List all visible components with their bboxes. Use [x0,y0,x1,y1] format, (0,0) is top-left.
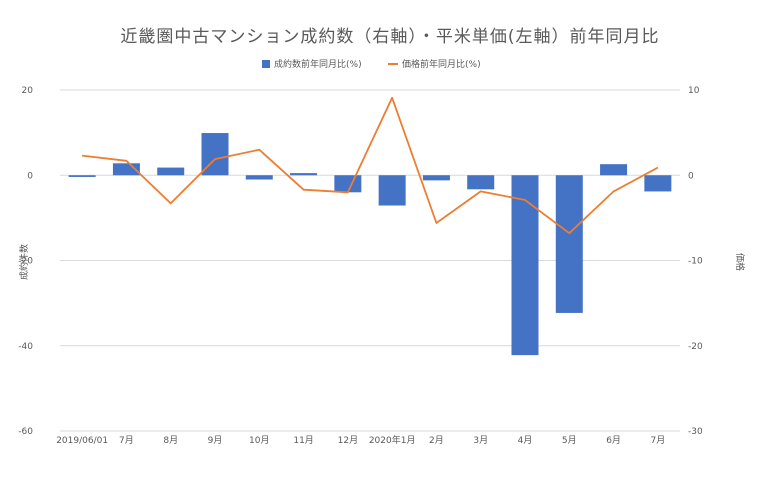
right-axis-title: 価格 [734,253,746,271]
x-tick-label: 9月 [208,435,223,446]
legend-label-line: 価格前年同月比(%) [402,58,481,70]
bar [290,173,318,176]
line-series [81,96,659,235]
bar [644,175,672,192]
gridlines [60,89,680,432]
right-tick-label: 0 [688,171,694,181]
x-tick-label: 5月 [562,435,577,446]
right-axis-ticks: 10 0 -10 -20 -30 [688,86,703,437]
left-tick-label: -20 [18,257,33,267]
x-tick-label: 3月 [473,435,488,446]
left-tick-label: 0 [27,171,33,181]
x-tick-label: 8月 [163,435,178,446]
bar [68,175,96,177]
x-tick-label: 12月 [338,435,358,446]
left-tick-label: -40 [18,342,33,352]
right-tick-label: -30 [688,427,703,437]
bar [600,164,628,176]
bar [422,175,450,181]
bar [245,175,273,180]
x-tick-label: 2020年1月 [369,434,416,446]
bar-series [68,133,672,356]
right-tick-label: -10 [688,257,703,267]
x-tick-label: 7月 [650,435,665,446]
x-tick-label: 11月 [293,435,313,446]
bar [467,175,495,190]
bar [157,167,185,176]
legend-label-bar: 成約数前年同月比(%) [274,58,362,70]
x-tick-label: 7月 [119,435,134,446]
bar [334,175,362,193]
x-tick-label: 10月 [249,435,269,446]
bar [378,175,406,206]
left-tick-label: -60 [18,427,33,437]
bar [511,175,539,356]
right-tick-label: -20 [688,342,703,352]
bar [555,175,583,313]
x-tick-label: 2019/06/01 [56,436,108,446]
left-axis-ticks: 20 0 -20 -40 -60 [18,86,33,437]
chart-title: 近畿圏中古マンション成約数（右軸）・平米単価(左軸）前年同月比 [120,27,660,47]
left-axis-title: 成約件数 [18,244,30,280]
left-tick-label: 20 [22,86,34,96]
legend-swatch-bar [262,60,270,68]
legend: 成約数前年同月比(%) 価格前年同月比(%) [262,58,481,70]
x-axis-ticks: 2019/06/01 7月 8月 9月 10月 11月 12月 2020年1月 2月 3月 4月 5月… [56,434,665,446]
right-tick-label: 10 [688,86,700,96]
x-tick-label: 4月 [518,435,533,446]
x-tick-label: 2月 [429,435,444,446]
price-line [81,96,659,235]
x-tick-label: 6月 [606,435,621,446]
bar [112,163,140,176]
